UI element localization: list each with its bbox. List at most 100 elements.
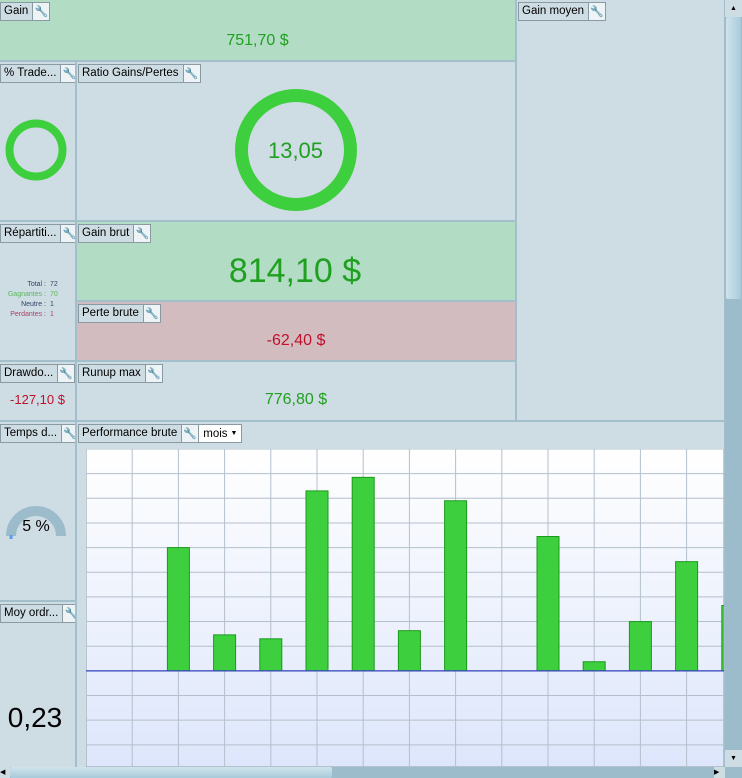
- repartition-row: Gagnantes : 70: [0, 290, 75, 300]
- pct-trades-donut: [5, 119, 67, 181]
- wrench-icon[interactable]: 🔧: [183, 65, 200, 82]
- moy-ordres-header: Moy ordr... 🔧: [0, 604, 75, 623]
- perte-brute-header: Perte brute 🔧: [78, 304, 161, 323]
- performance-panel: Performance brute 🔧 mois ▼: [77, 422, 724, 767]
- wrench-icon[interactable]: 🔧: [145, 365, 162, 382]
- gain-brut-value: 814,10 $: [228, 252, 362, 290]
- bar: [351, 476, 375, 672]
- drawdown-panel: Drawdo... 🔧 -127,10 $: [0, 362, 75, 420]
- bar: [259, 638, 283, 672]
- drawdown-title: Drawdo...: [1, 365, 59, 382]
- moy-ordres-panel: Moy ordr... 🔧 0,23: [0, 602, 75, 767]
- chevron-down-icon: ▼: [230, 430, 238, 437]
- bar: [166, 547, 190, 672]
- wrench-icon[interactable]: 🔧: [63, 605, 75, 622]
- repartition-label: Perdantes :: [10, 311, 46, 318]
- gain-brut-panel: Gain brut 🔧 814,10 $: [77, 222, 515, 300]
- perte-brute-title: Perte brute: [79, 305, 144, 322]
- pct-trades-header: % Trade... 🔧: [0, 64, 75, 83]
- bar: [444, 500, 468, 672]
- bar: [721, 605, 724, 672]
- gain-brut-header: Gain brut 🔧: [78, 224, 152, 243]
- wrench-icon[interactable]: 🔧: [61, 65, 75, 82]
- gain-value: 751,70 $: [226, 32, 289, 49]
- bar: [675, 561, 699, 672]
- ratio-donut: [235, 89, 357, 211]
- ratio-value: 13,05: [267, 138, 324, 163]
- drawdown-value: -127,10 $: [10, 392, 65, 407]
- runup-panel: Runup max 🔧 776,80 $: [77, 362, 515, 420]
- repartition-value: 1: [50, 301, 54, 308]
- runup-value: 776,80 $: [264, 391, 328, 408]
- gain-title: Gain: [1, 3, 34, 20]
- temps-panel: Temps d... 🔧 5 %: [0, 422, 75, 600]
- plot-area: [86, 449, 724, 767]
- runup-header: Runup max 🔧: [78, 364, 163, 383]
- gain-panel: Gain 🔧 751,70 $: [0, 0, 515, 60]
- performance-header: Performance brute 🔧 mois ▼: [78, 424, 243, 443]
- temps-gauge: [6, 506, 66, 540]
- repartition-header: Répartiti... 🔧: [0, 224, 75, 243]
- donut-win-arc: [5, 119, 67, 181]
- gauge-track: [6, 506, 66, 537]
- scroll-down-button[interactable]: ▼: [725, 750, 742, 767]
- repartition-title: Répartiti...: [1, 225, 62, 242]
- repartition-row: Neutre : 1: [0, 300, 75, 310]
- ratio-title: Ratio Gains/Pertes: [79, 65, 184, 82]
- wrench-icon[interactable]: 🔧: [33, 3, 50, 20]
- drawdown-header: Drawdo... 🔧: [0, 364, 75, 383]
- repartition-label: Neutre :: [21, 301, 46, 308]
- pct-trades-panel: % Trade... 🔧: [0, 62, 75, 220]
- repartition-row: Perdantes : 1: [0, 310, 75, 320]
- period-select[interactable]: mois ▼: [198, 425, 242, 442]
- repartition-value: 72: [50, 281, 58, 288]
- perte-brute-panel: Perte brute 🔧 -62,40 $: [77, 302, 515, 360]
- repartition-value: 70: [50, 291, 58, 298]
- bar: [536, 536, 560, 672]
- horizontal-scroll-thumb[interactable]: [10, 767, 332, 778]
- moy-ordres-title: Moy ordr...: [1, 605, 64, 622]
- bar: [628, 621, 652, 672]
- gain-header: Gain 🔧: [0, 2, 51, 21]
- period-value: mois: [203, 427, 228, 440]
- pct-trades-title: % Trade...: [1, 65, 62, 82]
- repartition-label: Total :: [27, 281, 46, 288]
- vertical-scrollbar[interactable]: ▲ ▼: [725, 0, 742, 767]
- repartition-panel: Répartiti... 🔧 Total : 72 Gagnantes : 70 Neut…: [0, 222, 75, 360]
- temps-title: Temps d...: [1, 425, 63, 442]
- repartition-value: 1: [50, 311, 54, 318]
- bar: [582, 661, 606, 672]
- wrench-icon[interactable]: 🔧: [182, 425, 199, 442]
- moy-ordres-value: 0,23: [7, 702, 63, 733]
- perte-brute-value: -62,40 $: [266, 332, 326, 349]
- scroll-up-button[interactable]: ▲: [725, 0, 742, 17]
- wrench-icon[interactable]: 🔧: [589, 3, 606, 20]
- repartition-row: Total : 72: [0, 280, 75, 290]
- wrench-icon[interactable]: 🔧: [62, 425, 75, 442]
- wrench-icon[interactable]: 🔧: [134, 225, 151, 242]
- bar: [305, 490, 329, 672]
- repartition-list: Total :72 Gagnantes :70 Neutre :1 Perdantes…: [0, 280, 75, 320]
- temps-header: Temps d... 🔧: [0, 424, 75, 443]
- horizontal-scrollbar[interactable]: ◀ ▶: [0, 767, 742, 778]
- donut-gain-arc: [235, 89, 357, 211]
- gain-moyen-panel: Gain moyen 🔧: [517, 0, 724, 420]
- bar: [397, 630, 421, 672]
- wrench-icon[interactable]: 🔧: [143, 305, 160, 322]
- wrench-icon[interactable]: 🔧: [58, 365, 75, 382]
- bar: [213, 634, 237, 672]
- scroll-left-button[interactable]: ◀: [0, 767, 10, 778]
- performance-chart: [86, 449, 724, 767]
- repartition-label: Gagnantes :: [7, 291, 46, 298]
- gain-moyen-title: Gain moyen: [519, 3, 590, 20]
- gain-brut-title: Gain brut: [79, 225, 135, 242]
- ratio-header: Ratio Gains/Pertes 🔧: [78, 64, 201, 83]
- gain-moyen-header: Gain moyen 🔧: [518, 2, 607, 21]
- scroll-right-button[interactable]: ▶: [714, 767, 725, 778]
- runup-title: Runup max: [79, 365, 146, 382]
- vertical-scroll-thumb[interactable]: [726, 17, 741, 299]
- ratio-panel: Ratio Gains/Pertes 🔧 13,05: [77, 62, 515, 220]
- temps-value: 5 %: [22, 518, 50, 535]
- wrench-icon[interactable]: 🔧: [61, 225, 75, 242]
- performance-title: Performance brute: [79, 425, 183, 442]
